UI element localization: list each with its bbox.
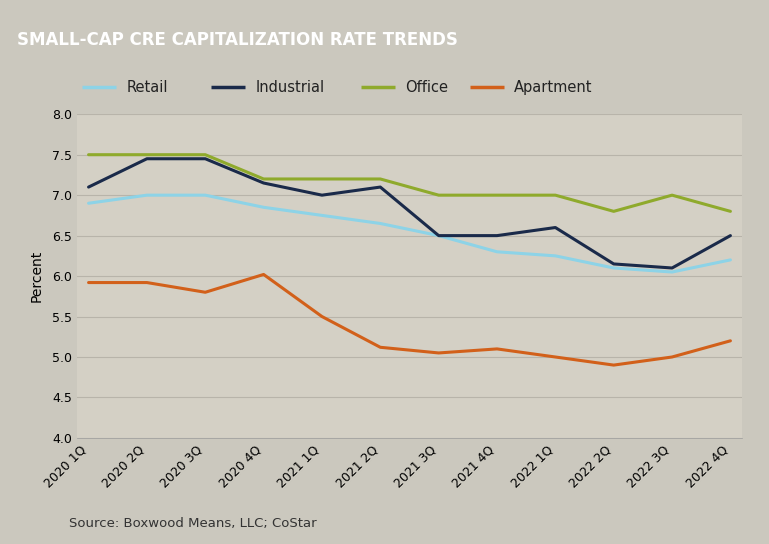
Text: SMALL-CAP CRE CAPITALIZATION RATE TRENDS: SMALL-CAP CRE CAPITALIZATION RATE TRENDS [17,30,458,48]
Text: Industrial: Industrial [255,79,325,95]
Text: Office: Office [405,79,448,95]
Text: Apartment: Apartment [514,79,593,95]
Y-axis label: Percent: Percent [30,250,44,302]
Text: Retail: Retail [126,79,168,95]
Text: Source: Boxwood Means, LLC; CoStar: Source: Boxwood Means, LLC; CoStar [69,517,317,530]
